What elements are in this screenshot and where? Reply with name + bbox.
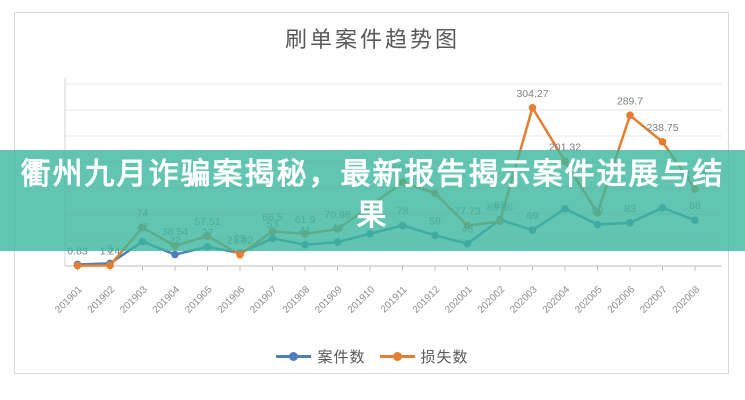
x-axis-tick-label: 201908 <box>281 284 313 316</box>
data-point <box>106 261 114 270</box>
chart-legend: 案件数 损失数 <box>0 344 745 368</box>
data-point-label: 238.75 <box>646 122 678 134</box>
loss-line-marker-icon <box>379 351 415 361</box>
x-axis-tick-label: 202006 <box>606 284 638 316</box>
x-axis-tick-label: 202005 <box>573 284 605 316</box>
x-axis-tick-label: 201902 <box>86 284 118 316</box>
headline-overlay-band: 衢州九月诈骗案揭秘，最新报告揭示案件进展与结果 <box>0 150 745 251</box>
x-axis-tick-label: 201903 <box>118 284 150 316</box>
x-axis-tick-label: 201901 <box>53 284 85 316</box>
data-point <box>171 250 179 259</box>
data-point <box>73 261 82 270</box>
x-axis-tick-label: 202008 <box>671 284 703 316</box>
headline-line-2: 果 <box>356 199 389 232</box>
legend-label-cases: 案件数 <box>317 348 366 366</box>
headline-text: 衢州九月诈骗案揭秘，最新报告揭示案件进展与结果 <box>0 150 745 236</box>
x-axis-tick-label: 201912 <box>411 284 443 316</box>
x-axis-tick-label: 202004 <box>541 284 573 316</box>
x-axis-tick-label: 201910 <box>346 284 378 316</box>
cases-line-marker-icon <box>276 351 312 361</box>
x-axis-tick-label: 201911 <box>379 284 410 315</box>
chart-title: 刷单案件趋势图 <box>284 27 460 52</box>
legend-item-cases: 案件数 <box>276 346 365 367</box>
x-axis-tick-label: 201906 <box>216 284 248 316</box>
x-axis-ticks <box>77 266 696 271</box>
x-axis-tick-label: 201904 <box>151 284 183 316</box>
x-axis-tick-label: 202003 <box>508 284 540 316</box>
x-axis-tick-label: 201909 <box>313 284 345 316</box>
x-axis-labels: 201901 201902 201903 201904 201905 201906 2019… <box>53 284 702 316</box>
data-point <box>528 103 537 112</box>
x-axis-tick-label: 202001 <box>443 284 475 316</box>
x-axis-tick-label: 201907 <box>248 284 280 316</box>
data-point <box>626 111 634 120</box>
headline-line-1: 衢州九月诈骗案揭秘，最新报告揭示案件进展与结 <box>20 158 725 191</box>
x-axis-tick-label: 201905 <box>183 284 215 316</box>
legend-label-loss: 损失数 <box>420 348 469 366</box>
x-axis-tick-label: 202002 <box>476 284 508 316</box>
x-axis-tick-label: 202007 <box>638 284 670 316</box>
data-point-label: 304.27 <box>516 88 548 100</box>
legend-item-loss: 损失数 <box>379 346 469 367</box>
data-point-label: 289.7 <box>617 95 643 107</box>
data-point <box>236 250 244 259</box>
data-point <box>658 138 667 146</box>
